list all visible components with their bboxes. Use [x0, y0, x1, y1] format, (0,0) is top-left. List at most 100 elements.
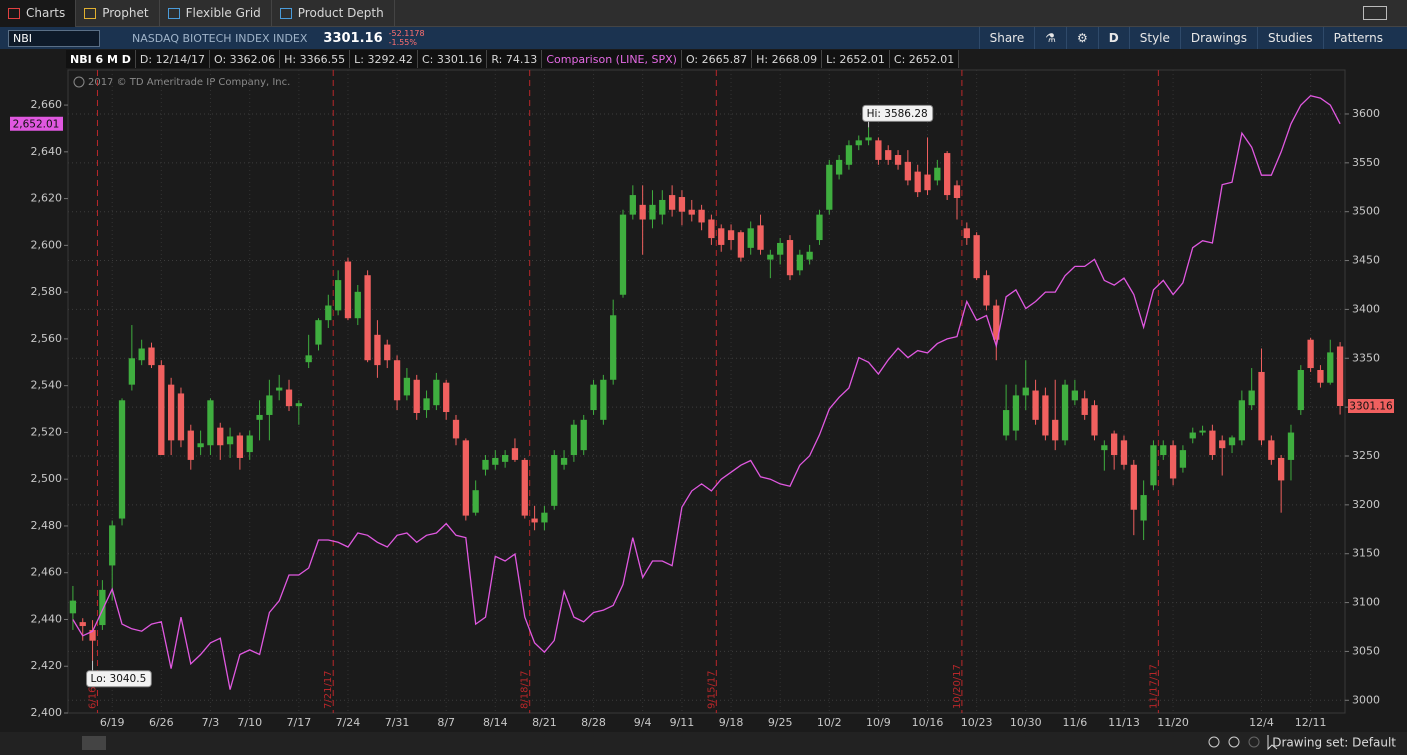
y-tick-label: 2,420 [31, 659, 63, 672]
candle-body [295, 403, 302, 407]
header-open: O: 3362.06 [209, 50, 281, 68]
share-button[interactable]: Share [978, 27, 1035, 49]
expiration-label: 8/18/17 [520, 670, 531, 709]
zoom-out-icon[interactable] [1248, 736, 1260, 748]
hi-label: Hi: 3586.28 [867, 108, 928, 120]
chart-header: NBI 6 M D D: 12/14/17 O: 3362.06 H: 3366… [66, 49, 960, 69]
x-tick-label: 11/13 [1108, 716, 1140, 729]
candle-body [217, 427, 224, 446]
x-tick-label: 7/31 [385, 716, 410, 729]
info-icon[interactable] [73, 76, 85, 88]
candle-body [1278, 457, 1285, 481]
x-tick-label: 10/16 [912, 716, 944, 729]
header-high: H: 3366.55 [280, 50, 351, 68]
candle-body [551, 455, 558, 506]
patterns-button[interactable]: Patterns [1322, 27, 1393, 49]
candle-body [148, 347, 155, 366]
candle-body [659, 199, 666, 215]
candle-body [944, 153, 951, 196]
tab-label: Prophet [102, 6, 149, 20]
candle-body [374, 334, 381, 366]
candle-body [1042, 395, 1049, 436]
comparison-open: O: 2665.87 [681, 50, 753, 68]
x-tick-label: 12/11 [1295, 716, 1327, 729]
y-tick-label: 2,660 [31, 98, 63, 111]
x-tick-label: 9/25 [768, 716, 793, 729]
comparison-low: L: 2652.01 [822, 50, 890, 68]
plot-area [67, 69, 1346, 714]
candle-body [639, 204, 646, 220]
candle-body [767, 254, 774, 260]
tab[interactable]: Product Depth [272, 0, 395, 27]
x-tick-label: 8/28 [581, 716, 606, 729]
candle-body [619, 214, 627, 295]
candle-body [973, 235, 980, 279]
candle-body [953, 185, 961, 199]
candle-body [678, 197, 686, 212]
candle-body [177, 393, 185, 441]
settings-button[interactable]: ⚙ [1066, 27, 1098, 49]
zoom-in-icon[interactable] [1228, 736, 1240, 748]
symbol-input[interactable]: NBI [8, 29, 100, 47]
candle-body [1287, 432, 1295, 460]
header-low: L: 3292.42 [350, 50, 418, 68]
header-close: C: 3301.16 [417, 50, 488, 68]
button-label: Drawings [1190, 31, 1248, 45]
candle-body [865, 137, 872, 141]
candle-body [708, 219, 715, 239]
candle-body [1179, 450, 1187, 468]
candle-body [226, 436, 234, 445]
candle-body [1111, 433, 1118, 456]
price-label: 3301.16 [1349, 401, 1393, 413]
candle-body [1199, 430, 1206, 433]
candle-body [1071, 390, 1079, 401]
comparison-price-label: 2,652.01 [13, 118, 60, 130]
candle-body [600, 379, 607, 420]
candle-body [138, 348, 145, 361]
comparison-label[interactable]: Comparison (LINE, SPX) [542, 50, 682, 68]
header-date: D: 12/14/17 [135, 50, 210, 68]
x-tick-label: 6/26 [149, 716, 174, 729]
lo-label-box [86, 670, 152, 688]
study-label[interactable]: NBI 6 M D [66, 50, 136, 68]
candle-body [1012, 395, 1020, 431]
y2-tick-label: 3150 [1352, 547, 1380, 560]
drawings-button[interactable]: Drawings [1179, 27, 1257, 49]
candle-body [885, 150, 892, 160]
candle-body [1140, 495, 1147, 521]
candle-body [1130, 464, 1137, 510]
candle-body [796, 254, 803, 271]
candle-body [1297, 370, 1304, 411]
candle-body [334, 280, 342, 311]
y2-tick-label: 3100 [1352, 596, 1380, 609]
flask-button[interactable]: ⚗ [1034, 27, 1066, 49]
cursor-icon[interactable] [1267, 735, 1278, 751]
candle-body [1268, 440, 1275, 460]
candle-body [580, 419, 587, 451]
window-button[interactable] [1363, 6, 1387, 20]
tab[interactable]: Charts [0, 0, 77, 27]
x-tick-label: 9/11 [670, 716, 695, 729]
aggregation-button[interactable]: D [1097, 27, 1129, 49]
tab[interactable]: Flexible Grid [160, 0, 272, 27]
x-tick-label: 12/4 [1249, 716, 1274, 729]
studies-button[interactable]: Studies [1257, 27, 1323, 49]
style-button[interactable]: Style [1128, 27, 1180, 49]
candle-body [325, 305, 332, 321]
last-price: 3301.16 [323, 30, 383, 46]
x-tick-label: 8/7 [437, 716, 455, 729]
candle-body [668, 195, 676, 210]
bottom-bar [0, 732, 1407, 755]
y2-tick-label: 3500 [1352, 205, 1380, 218]
candle-body [167, 384, 175, 441]
candle-body [1091, 405, 1098, 436]
candle-body [757, 225, 764, 250]
candle-body [452, 419, 460, 439]
y-tick-label: 2,540 [31, 379, 63, 392]
tab[interactable]: Prophet [76, 0, 160, 27]
candle-body [492, 457, 499, 465]
candle-body [246, 435, 253, 453]
drawing-set[interactable]: Drawing set: Default [1272, 736, 1396, 750]
crosshair-icon[interactable] [1208, 736, 1220, 748]
collapse-button[interactable] [82, 736, 106, 750]
